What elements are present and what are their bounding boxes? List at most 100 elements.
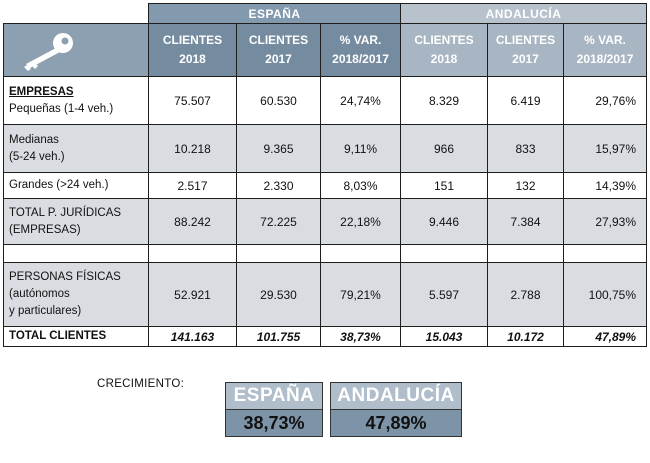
clients-table-container: ESPAÑA ANDALUCÍA CLIENTES 2018 CLIENTES 20…	[3, 3, 648, 347]
table-cell: 5.597	[400, 262, 489, 327]
table-cell: 8,03%	[319, 172, 402, 199]
group-header-row: ESPAÑA ANDALUCÍA	[3, 3, 648, 24]
col-header-spain-clients-2017: CLIENTES 2017	[236, 23, 321, 77]
column-header-row: CLIENTES 2018 CLIENTES 2017 % VAR. 2018/201…	[3, 23, 648, 77]
growth-box-spain: ESPAÑA 38,73%	[225, 382, 323, 437]
group-header-andalucia: ANDALUCÍA	[400, 3, 648, 24]
col-header-line2: 2017	[512, 52, 539, 66]
table-row-pequenas: EMPRESAS Pequeñas (1-4 veh.) 75.507 60.53…	[3, 76, 648, 125]
table-row-total-clientes: TOTAL CLIENTES 141.163 101.755 38,73% 15…	[3, 326, 648, 347]
col-header-line2: 2018	[179, 52, 206, 66]
row-label-line: (5-24 veh.)	[9, 150, 65, 163]
table-row-spacer	[3, 244, 648, 263]
row-label-line: TOTAL CLIENTES	[9, 330, 107, 342]
col-header-andalucia-clients-2018: CLIENTES 2018	[400, 23, 489, 77]
table-cell: 6.419	[487, 76, 565, 125]
table-row-medianas: Medianas (5-24 veh.) 10.218 9.365 9,11% 9…	[3, 124, 648, 173]
empty-cell	[3, 244, 149, 263]
table-cell: 2.330	[236, 172, 321, 199]
row-label-line: PERSONAS FÍSICAS	[9, 271, 121, 283]
table-cell: 52.921	[148, 262, 237, 327]
table-cell: 10.218	[148, 124, 237, 173]
clients-table: ESPAÑA ANDALUCÍA CLIENTES 2018 CLIENTES 20…	[3, 3, 648, 347]
row-label-line: (EMPRESAS)	[9, 223, 81, 236]
table-cell: 2.788	[487, 262, 565, 327]
col-header-line1: % VAR.	[584, 33, 626, 47]
col-header-line1: CLIENTES	[495, 33, 556, 47]
row-label-line: (autónomos	[9, 288, 70, 300]
growth-andalucia-value: 47,89%	[331, 409, 461, 436]
table-cell: 8.329	[400, 76, 489, 125]
key-header-cell	[3, 23, 149, 77]
group-header-blank	[3, 3, 149, 24]
row-label: Medianas (5-24 veh.)	[3, 124, 149, 173]
table-row-grandes: Grandes (>24 veh.) 2.517 2.330 8,03% 151…	[3, 172, 648, 199]
empty-cell	[563, 244, 648, 263]
table-cell: 15.043	[400, 326, 489, 347]
table-cell: 88.242	[148, 198, 237, 245]
table-cell: 47,89%	[563, 326, 648, 347]
row-label: TOTAL CLIENTES	[3, 326, 149, 347]
table-cell: 9,11%	[319, 124, 402, 173]
col-header-line1: % VAR.	[339, 33, 382, 47]
row-label-line: TOTAL P. JURÍDICAS	[9, 206, 122, 219]
row-label: Grandes (>24 veh.)	[3, 172, 149, 199]
table-cell: 29.530	[236, 262, 321, 327]
col-header-line2: 2018	[430, 52, 458, 66]
col-header-line2: 2018/2017	[332, 52, 389, 66]
row-label: PERSONAS FÍSICAS (autónomos y particulares…	[3, 262, 149, 327]
growth-label: CRECIMIENTO:	[97, 378, 185, 390]
table-cell: 60.530	[236, 76, 321, 125]
row-label-line: Medianas	[9, 133, 59, 146]
group-header-spain: ESPAÑA	[147, 3, 402, 24]
table-cell: 29,76%	[563, 76, 648, 125]
row-label-line: y particulares)	[9, 305, 82, 317]
row-label-line: Pequeñas (1-4 veh.)	[9, 102, 114, 115]
table-row-personas-fisicas: PERSONAS FÍSICAS (autónomos y particulares…	[3, 262, 648, 327]
row-label: EMPRESAS Pequeñas (1-4 veh.)	[3, 76, 149, 125]
table-cell: 79,21%	[319, 262, 402, 327]
table-cell: 132	[487, 172, 565, 199]
growth-box-andalucia: ANDALUCÍA 47,89%	[330, 382, 462, 437]
table-cell: 22,18%	[319, 198, 402, 245]
growth-spain-value: 38,73%	[226, 409, 322, 436]
col-header-line2: 2018/2017	[576, 52, 634, 66]
col-header-line1: CLIENTES	[162, 33, 223, 47]
empty-cell	[148, 244, 237, 263]
empty-cell	[236, 244, 321, 263]
col-header-andalucia-var: % VAR. 2018/2017	[563, 23, 648, 77]
growth-andalucia-title: ANDALUCÍA	[331, 383, 461, 409]
table-cell: 38,73%	[319, 326, 402, 347]
col-header-line1: CLIENTES	[414, 33, 474, 47]
table-row-total-juridicas: TOTAL P. JURÍDICAS (EMPRESAS) 88.242 72.2…	[3, 198, 648, 245]
row-label-line: Grandes (>24 veh.)	[9, 179, 109, 191]
table-cell: 9.446	[400, 198, 489, 245]
table-cell: 9.365	[236, 124, 321, 173]
table-cell: 15,97%	[563, 124, 648, 173]
col-header-andalucia-clients-2017: CLIENTES 2017	[487, 23, 565, 77]
table-cell: 101.755	[236, 326, 321, 347]
table-cell: 966	[400, 124, 489, 173]
col-header-spain-var: % VAR. 2018/2017	[319, 23, 402, 77]
empty-cell	[487, 244, 565, 263]
col-header-spain-clients-2018: CLIENTES 2018	[148, 23, 237, 77]
table-cell: 24,74%	[319, 76, 402, 125]
table-cell: 100,75%	[563, 262, 648, 327]
table-cell: 151	[400, 172, 489, 199]
table-cell: 14,39%	[563, 172, 648, 199]
growth-summary: CRECIMIENTO: ESPAÑA 38,73% ANDALUCÍA 47,…	[0, 372, 650, 462]
key-icon	[24, 33, 73, 71]
row-label: TOTAL P. JURÍDICAS (EMPRESAS)	[3, 198, 149, 245]
empty-cell	[400, 244, 489, 263]
growth-spain-title: ESPAÑA	[226, 383, 322, 409]
table-cell: 27,93%	[563, 198, 648, 245]
col-header-line1: CLIENTES	[248, 33, 309, 47]
table-cell: 75.507	[148, 76, 237, 125]
table-cell: 2.517	[148, 172, 237, 199]
empty-cell	[319, 244, 402, 263]
col-header-line2: 2017	[265, 52, 292, 66]
row-title-empresas: EMPRESAS	[9, 85, 74, 98]
table-cell: 72.225	[236, 198, 321, 245]
table-cell: 10.172	[487, 326, 565, 347]
table-cell: 141.163	[148, 326, 237, 347]
